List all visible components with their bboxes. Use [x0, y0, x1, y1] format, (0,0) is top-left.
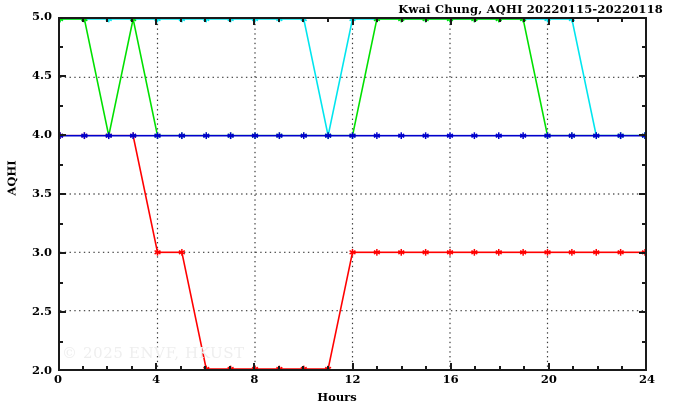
y-tick [58, 193, 66, 195]
x-tick [326, 366, 329, 371]
y-tick [58, 281, 63, 284]
x-tick-top [155, 17, 158, 25]
x-tick-top [130, 17, 133, 22]
y-tick-right [639, 75, 647, 77]
x-tick-top [106, 17, 109, 22]
x-tick-top [326, 17, 329, 22]
x-tick [523, 366, 526, 371]
x-tick-top [449, 17, 452, 25]
x-tick-top [596, 17, 599, 22]
y-tick-right [639, 134, 647, 136]
x-tick [253, 363, 256, 371]
y-tick-right [639, 311, 647, 313]
x-tick [130, 366, 133, 371]
y-tick-label: 2.5 [31, 304, 52, 318]
x-tick [400, 366, 403, 371]
x-tick [596, 366, 599, 371]
x-tick [474, 366, 477, 371]
x-tick-top [425, 17, 428, 22]
x-tick-top [474, 17, 477, 22]
y-tick-label: 4.0 [31, 127, 52, 141]
x-tick [621, 366, 624, 371]
x-tick-label: 20 [540, 372, 557, 386]
x-tick-label: 0 [53, 372, 62, 386]
y-tick-right [639, 252, 647, 254]
y-tick [58, 45, 63, 48]
y-tick [58, 340, 63, 343]
x-tick-top [204, 17, 207, 22]
x-tick-top [376, 17, 379, 22]
x-tick-top [228, 17, 231, 22]
watermark: © 2025 ENVF, HKUST [62, 344, 245, 362]
x-tick [179, 366, 182, 371]
x-axis-label: Hours [317, 390, 357, 404]
x-tick-top [351, 17, 354, 25]
x-tick-top [621, 17, 624, 22]
x-tick-top [277, 17, 280, 22]
y-tick-right [642, 222, 647, 225]
x-tick-label: 8 [250, 372, 259, 386]
x-tick-top [81, 17, 84, 22]
y-tick [58, 222, 63, 225]
x-tick [155, 363, 158, 371]
y-tick-label: 2.0 [31, 363, 52, 377]
x-tick-top [523, 17, 526, 22]
x-tick [425, 366, 428, 371]
chart-title: Kwai Chung, AQHI 20220115-20220118 [398, 2, 663, 16]
y-tick-right [642, 340, 647, 343]
y-tick-label: 3.5 [31, 186, 52, 200]
x-tick-label: 12 [344, 372, 361, 386]
y-tick-right [642, 281, 647, 284]
x-tick [449, 363, 452, 371]
x-tick-top [572, 17, 575, 22]
y-tick [58, 252, 66, 254]
series-layer [60, 19, 645, 369]
y-tick-label: 4.5 [31, 68, 52, 82]
y-tick [58, 104, 63, 107]
plot-inner [60, 19, 645, 369]
y-tick [58, 134, 66, 136]
x-tick-top [547, 17, 550, 25]
x-tick-top [302, 17, 305, 22]
x-tick [106, 366, 109, 371]
y-tick [58, 75, 66, 77]
x-tick-label: 16 [442, 372, 459, 386]
x-tick [572, 366, 575, 371]
x-tick [351, 363, 354, 371]
plot-area [58, 17, 647, 371]
x-tick [81, 366, 84, 371]
y-tick [58, 311, 66, 313]
x-tick [302, 366, 305, 371]
y-tick [58, 163, 63, 166]
y-tick-right [642, 163, 647, 166]
y-tick-right [642, 104, 647, 107]
x-tick [228, 366, 231, 371]
x-tick-top [179, 17, 182, 22]
x-tick-top [253, 17, 256, 25]
x-tick [547, 363, 550, 371]
x-tick [376, 366, 379, 371]
y-tick-label: 3.0 [31, 245, 52, 259]
x-tick-top [498, 17, 501, 22]
y-tick-right [642, 45, 647, 48]
x-tick [277, 366, 280, 371]
x-tick [498, 366, 501, 371]
x-tick-top [400, 17, 403, 22]
x-tick-label: 24 [638, 372, 655, 386]
y-tick-right [639, 193, 647, 195]
x-tick [204, 366, 207, 371]
x-tick-label: 4 [152, 372, 161, 386]
y-tick-label: 5.0 [31, 9, 52, 23]
